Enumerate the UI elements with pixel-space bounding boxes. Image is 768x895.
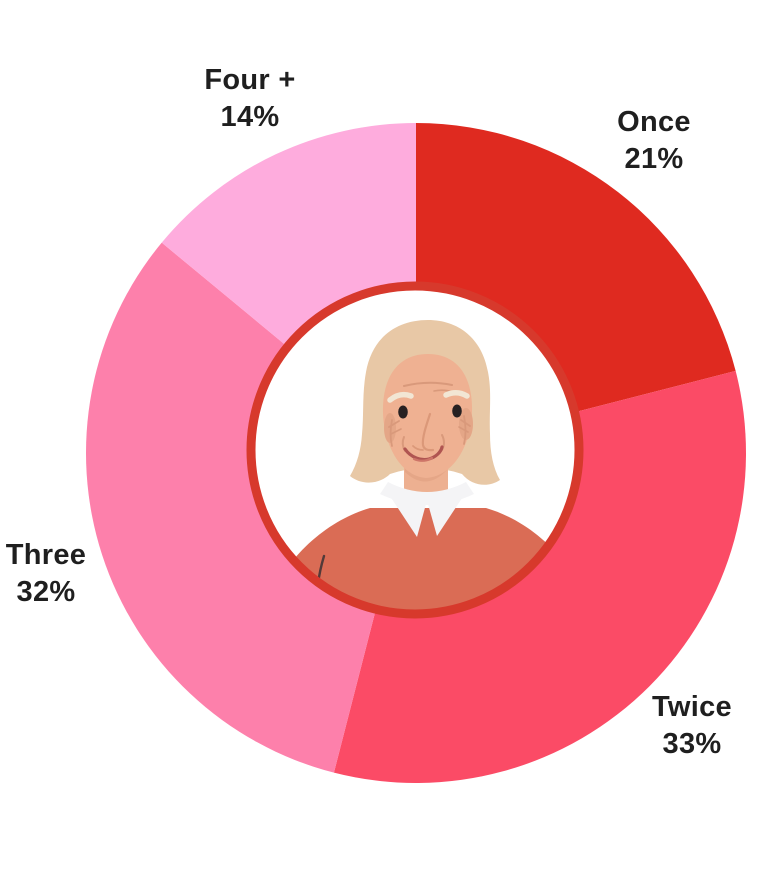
avatar-ring (246, 281, 584, 619)
elderly-woman-avatar (246, 281, 584, 619)
avatar-eye-left (398, 405, 408, 419)
avatar-eyebrows (387, 390, 470, 403)
pie-slice-three (86, 242, 416, 773)
avatar-sweater (255, 508, 575, 610)
avatar-collar-left-flap (386, 490, 426, 537)
avatar-collar-right-flap (428, 489, 468, 536)
avatar-neck-shadow (405, 460, 447, 482)
avatar-lower-lip (412, 456, 434, 462)
avatar-eye-right (452, 404, 462, 418)
avatar-nose (412, 412, 435, 452)
